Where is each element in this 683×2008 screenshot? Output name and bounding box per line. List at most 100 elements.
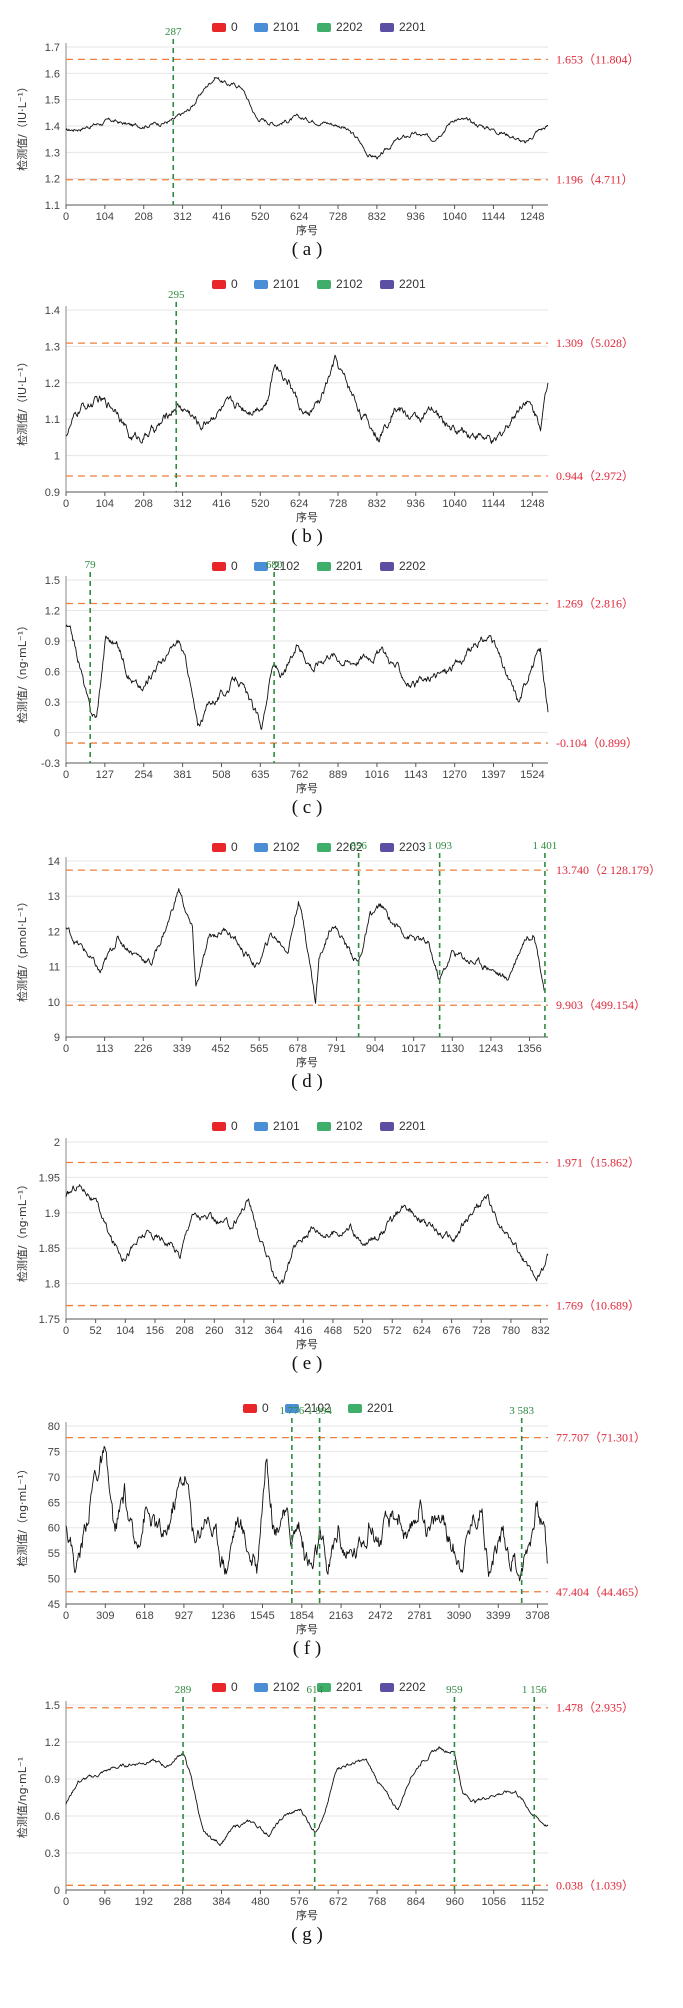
legend-label: 2201	[399, 1119, 426, 1133]
x-tick-label: 960	[446, 1896, 464, 1908]
y-tick-label: 10	[48, 997, 60, 1009]
x-tick-label: 728	[472, 1325, 490, 1337]
x-tick-label: 1524	[520, 769, 544, 781]
x-tick-label: 2472	[368, 1610, 392, 1622]
legend-swatch	[254, 843, 268, 852]
chart-panel-2: 0 2101 2102 2201 0.9 1 1.1 1.2 1.3 1.4 0 104 208 312 4…	[15, 277, 634, 547]
y-tick-label: 1.95	[39, 1172, 60, 1184]
x-tick-label: 1397	[481, 769, 505, 781]
y-tick-label: 1.5	[45, 575, 60, 587]
x-tick-label: 1016	[365, 769, 389, 781]
x-tick-label: 832	[368, 211, 386, 223]
x-axis-label: 序号	[296, 1337, 318, 1351]
y-tick-label: 13	[48, 891, 60, 903]
upper-threshold-label: 1.478（2.935）	[556, 1701, 634, 1715]
change-point-label: 1 093	[427, 840, 452, 852]
panel-caption: ( e )	[292, 1353, 323, 1374]
y-tick-label: 70	[48, 1472, 60, 1484]
x-tick-label: 3399	[486, 1610, 510, 1622]
legend-swatch	[317, 562, 331, 571]
x-tick-label: 192	[135, 1896, 153, 1908]
y-tick-label: 1.1	[45, 414, 60, 426]
y-tick-label: 60	[48, 1523, 60, 1535]
legend-label: 2202	[399, 1680, 426, 1694]
y-tick-label: 0	[54, 728, 60, 740]
y-tick-label: 1.2	[45, 174, 60, 186]
upper-threshold-label: 1.971（15.862）	[556, 1156, 640, 1170]
legend-label: 0	[231, 277, 238, 291]
x-tick-label: 288	[173, 1896, 191, 1908]
legend-label: 0	[262, 1401, 269, 1415]
x-axis-label: 序号	[296, 1622, 318, 1636]
change-point-label: 1 401	[533, 840, 558, 852]
y-tick-label: 1.7	[45, 42, 60, 54]
x-tick-label: 104	[96, 498, 114, 510]
panel-caption: ( g )	[291, 1924, 323, 1945]
legend-label: 2102	[336, 1119, 363, 1133]
y-axis-label: 检测值/（ng·mL⁻¹）	[15, 1463, 29, 1566]
legend-swatch	[212, 23, 226, 32]
chart-panel-6: 0 2102 2201 45 50 55 60 65 70 75 80 0 309 618 927 1236 1…	[15, 1401, 646, 1659]
legend-swatch	[380, 1122, 394, 1131]
legend-label: 2101	[273, 1119, 300, 1133]
y-tick-label: 12	[48, 926, 60, 938]
x-tick-label: 791	[327, 1043, 345, 1055]
legend-swatch	[254, 23, 268, 32]
legend-swatch	[317, 1683, 331, 1692]
x-tick-label: 3090	[447, 1610, 471, 1622]
x-tick-label: 1144	[482, 498, 506, 510]
y-tick-label: 1.5	[45, 1700, 60, 1712]
legend-swatch	[348, 1404, 362, 1413]
x-tick-label: 565	[250, 1043, 268, 1055]
x-tick-label: 208	[175, 1325, 193, 1337]
y-tick-label: 1.3	[45, 147, 60, 159]
panel-caption: ( c )	[292, 797, 323, 818]
x-tick-label: 0	[63, 1896, 69, 1908]
panel-caption: ( b )	[291, 526, 323, 547]
x-tick-label: 1130	[440, 1043, 464, 1055]
x-tick-label: 1356	[517, 1043, 541, 1055]
y-tick-label: 1.9	[45, 1208, 60, 1220]
x-tick-label: 1248	[520, 498, 544, 510]
legend-swatch	[243, 1404, 257, 1413]
y-tick-label: 0.6	[45, 667, 60, 679]
legend-swatch	[285, 1404, 299, 1413]
y-tick-label: 2	[54, 1137, 60, 1149]
x-tick-label: 0	[63, 1610, 69, 1622]
legend-label: 0	[231, 840, 238, 854]
panel-caption: ( d )	[291, 1071, 323, 1092]
legend-swatch	[317, 1122, 331, 1131]
x-tick-label: 339	[173, 1043, 191, 1055]
lower-threshold-label: -0.104（0.899）	[556, 736, 638, 750]
legend-label: 2202	[336, 840, 363, 854]
x-tick-label: 0	[63, 211, 69, 223]
x-tick-label: 208	[135, 211, 153, 223]
y-tick-label: -0.3	[41, 758, 60, 770]
legend-label: 2201	[399, 277, 426, 291]
y-tick-label: 1.85	[39, 1243, 60, 1255]
x-axis-label: 序号	[296, 1908, 318, 1922]
x-axis-label: 序号	[296, 223, 318, 237]
upper-threshold-label: 1.653（11.804）	[556, 52, 640, 66]
y-tick-label: 0.9	[45, 487, 60, 499]
legend-swatch	[254, 1683, 268, 1692]
legend-swatch	[254, 280, 268, 289]
x-axis-label: 序号	[296, 510, 318, 524]
x-tick-label: 1144	[482, 211, 506, 223]
legend-swatch	[380, 23, 394, 32]
x-tick-label: 520	[251, 211, 269, 223]
x-tick-label: 127	[96, 769, 114, 781]
change-point-label: 614	[306, 1684, 323, 1696]
change-point-label: 295	[168, 289, 185, 301]
y-tick-label: 1.2	[45, 1737, 60, 1749]
change-point-label: 856	[350, 840, 367, 852]
upper-threshold-label: 13.740（2 128.179）	[556, 863, 661, 877]
x-tick-label: 728	[329, 211, 347, 223]
y-tick-label: 0.3	[45, 697, 60, 709]
x-tick-label: 254	[135, 769, 153, 781]
x-tick-label: 208	[135, 498, 153, 510]
chart-panel-1: 0 2101 2202 2201 1.1 1.2 1.3 1.4 1.5 1.6 1.7 0 104 20…	[15, 20, 640, 260]
lower-threshold-label: 0.038（1.039）	[556, 1878, 634, 1892]
y-tick-label: 65	[48, 1497, 60, 1509]
